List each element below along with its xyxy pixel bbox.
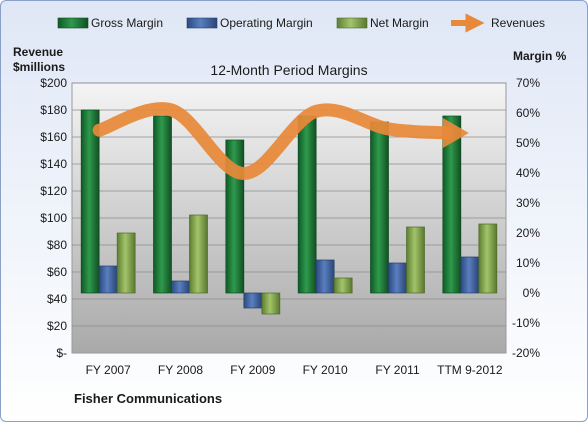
bar-operating-margin (388, 262, 407, 294)
chart-title: 12-Month Period Margins (210, 62, 367, 78)
bar-gross-margin (370, 121, 389, 294)
x-tick-label: FY 2007 (86, 363, 131, 377)
bar-net-margin (116, 232, 136, 294)
legend-label-net: Net Margin (370, 16, 429, 30)
x-tick-label: FY 2009 (230, 363, 275, 377)
company-name: Fisher Communications (74, 391, 222, 406)
left-tick-label: $80 (47, 238, 67, 252)
x-axis-ticks: FY 2007 FY 2008 FY 2009 FY 2010 FY 2011 TTM 9… (86, 363, 503, 377)
legend-item-net-margin: Net Margin (336, 16, 429, 30)
bar-net-margin (261, 292, 281, 315)
left-axis-title-line1: Revenue (13, 45, 63, 59)
left-tick-label: $60 (47, 265, 67, 279)
right-tick-label: -10% (512, 316, 540, 330)
right-tick-label: 50% (516, 136, 540, 150)
right-tick-label: 20% (516, 226, 540, 240)
bar-net-margin (333, 277, 353, 294)
x-tick-label: FY 2010 (303, 363, 348, 377)
left-axis-ticks: $- $20 $40 $60 $80 $100 $120 $140 $160 $180 $200 (40, 76, 67, 360)
left-tick-label: $20 (47, 319, 67, 333)
bar-gross-margin (442, 115, 462, 294)
right-tick-label: 10% (516, 256, 540, 270)
legend-label-gross: Gross Margin (91, 16, 163, 30)
right-axis-ticks: -20% -10% 0% 10% 20% 30% 40% 50% 60% 70% (512, 76, 540, 360)
right-axis-title: Margin % (513, 49, 567, 63)
left-tick-label: $40 (47, 292, 67, 306)
x-tick-label: FY 2008 (158, 363, 203, 377)
bar-gross-margin (297, 115, 317, 294)
legend-swatch-net (336, 17, 368, 29)
bar-operating-margin (98, 265, 118, 294)
left-tick-label: $- (56, 346, 67, 360)
legend-item-gross-margin: Gross Margin (57, 16, 163, 30)
bar-net-margin (189, 214, 208, 294)
left-tick-label: $180 (40, 103, 67, 117)
right-tick-label: 30% (516, 196, 540, 210)
left-tick-label: $200 (40, 76, 67, 90)
left-axis-title-line2: $millions (13, 60, 65, 74)
bar-operating-margin (460, 256, 480, 294)
revenues-arrowhead (442, 117, 469, 148)
legend-swatch-gross (57, 17, 89, 29)
bar-gross-margin (80, 109, 100, 294)
x-tick-label: TTM 9-2012 (437, 363, 503, 377)
bar-net-margin (478, 223, 498, 294)
legend-label-revenues: Revenues (491, 16, 545, 30)
legend-item-operating-margin: Operating Margin (186, 16, 313, 30)
right-tick-label: 0% (523, 286, 541, 300)
legend-label-operating: Operating Margin (220, 16, 313, 30)
right-tick-label: 70% (516, 76, 540, 90)
legend-item-revenues: Revenues (451, 13, 545, 33)
revenues-line (92, 102, 454, 180)
bar-operating-margin (315, 259, 335, 294)
left-tick-label: $160 (40, 130, 67, 144)
right-tick-label: -20% (512, 346, 540, 360)
legend: Gross Margin Operating Margin Net Margin… (57, 13, 545, 33)
bar-net-margin (406, 226, 425, 294)
x-tick-label: FY 2011 (375, 363, 420, 377)
bar-operating-margin (171, 280, 190, 294)
right-tick-label: 40% (516, 166, 540, 180)
legend-swatch-operating (186, 17, 218, 29)
bar-operating-margin (243, 292, 263, 309)
left-tick-label: $120 (40, 184, 67, 198)
bar-series (80, 109, 498, 315)
right-tick-label: 60% (516, 106, 540, 120)
left-tick-label: $140 (40, 157, 67, 171)
bar-gross-margin (153, 115, 172, 294)
left-tick-label: $100 (40, 211, 67, 225)
